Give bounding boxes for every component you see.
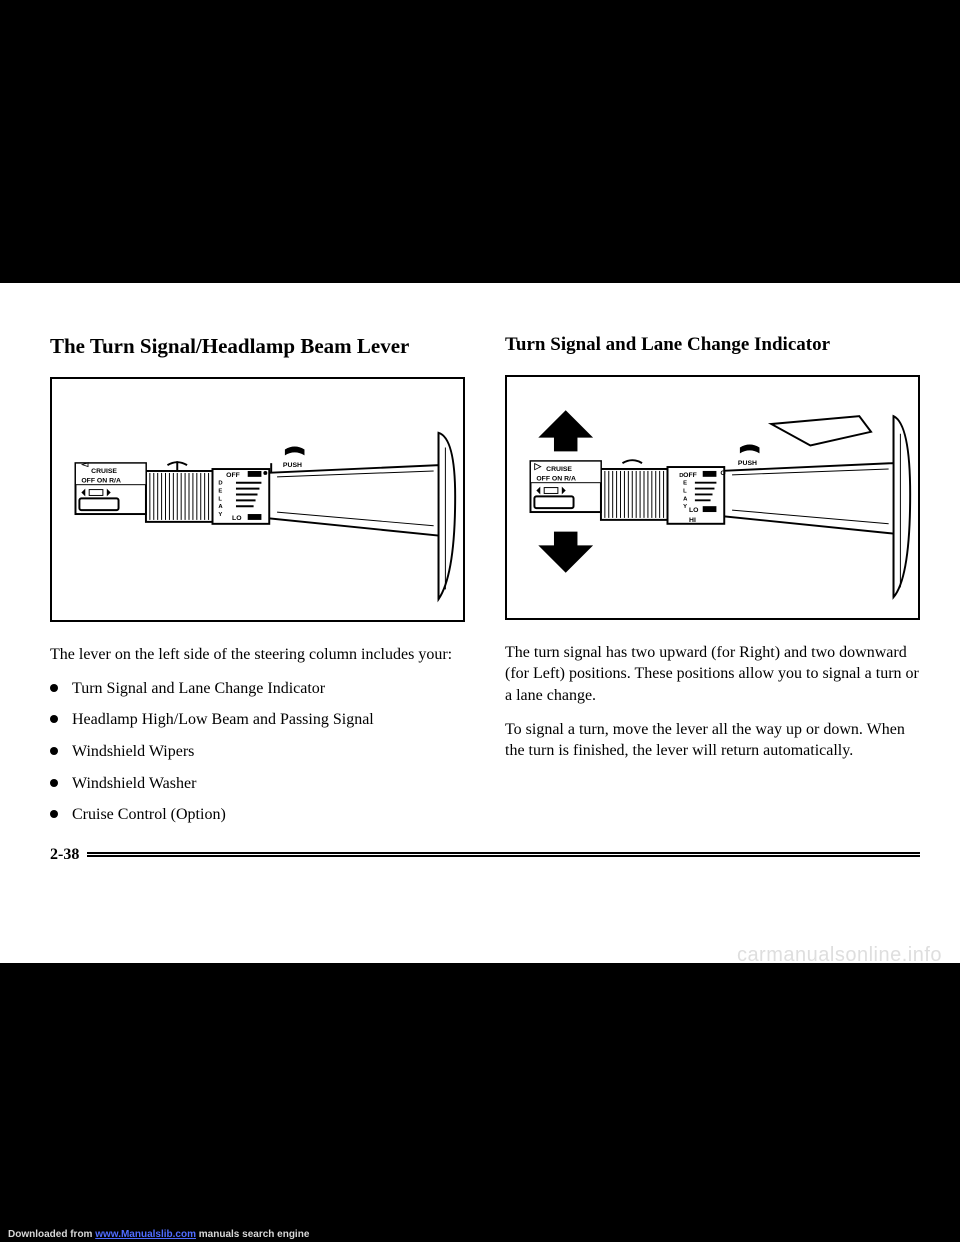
label-push-r: PUSH (738, 460, 757, 467)
left-column: The Turn Signal/Headlamp Beam Lever (50, 333, 465, 836)
list-item: Windshield Wipers (50, 741, 465, 763)
watermark-text: carmanualsonline.info (737, 944, 942, 967)
label-e-r: E (683, 480, 687, 486)
label-hi-r: HI (689, 517, 696, 524)
download-prefix: Downloaded from (8, 1229, 95, 1240)
list-item: Cruise Control (Option) (50, 804, 465, 826)
label-o-r: O (720, 470, 726, 477)
left-intro: The lever on the left side of the steeri… (50, 644, 465, 666)
marker-right: ▷ (533, 461, 542, 471)
page-footer: 2-38 (50, 846, 920, 864)
right-heading: Turn Signal and Lane Change Indicator (505, 333, 920, 357)
download-source-line: Downloaded from www.Manualslib.com manua… (8, 1229, 309, 1240)
figure-lever-plain: OFF D E L A Y LO PUSH (50, 377, 465, 622)
right-column: Turn Signal and Lane Change Indicator (505, 333, 920, 836)
label-push: PUSH (283, 462, 302, 469)
label-l-r: L (683, 488, 687, 494)
lever-diagram-right: OFF D E L A Y LO HI O PUSH (507, 377, 918, 617)
label-offonra: OFF ON R/A (81, 478, 121, 485)
footer-rule (87, 852, 920, 857)
left-bullet-list: Turn Signal and Lane Change Indicator He… (50, 678, 465, 826)
list-item: Windshield Washer (50, 773, 465, 795)
page-number: 2-38 (50, 846, 79, 864)
left-heading: The Turn Signal/Headlamp Beam Lever (50, 333, 465, 359)
download-suffix: manuals search engine (196, 1229, 309, 1240)
manual-page: The Turn Signal/Headlamp Beam Lever (0, 283, 960, 963)
right-para-2: To signal a turn, move the lever all the… (505, 719, 920, 762)
list-item: Headlamp High/Low Beam and Passing Signa… (50, 709, 465, 731)
label-off-r: OFF (683, 472, 697, 479)
right-para-1: The turn signal has two upward (for Righ… (505, 642, 920, 707)
lever-diagram-left: OFF D E L A Y LO PUSH (52, 379, 463, 619)
label-l: L (218, 497, 222, 503)
two-column-layout: The Turn Signal/Headlamp Beam Lever (50, 333, 920, 836)
label-e: E (218, 489, 222, 495)
download-link[interactable]: www.Manualslib.com (95, 1229, 196, 1240)
label-lo: LO (232, 515, 242, 522)
figure-lever-arrows: OFF D E L A Y LO HI O PUSH (505, 375, 920, 620)
label-lo-r: LO (689, 507, 699, 514)
arrow-down-icon (538, 531, 593, 572)
label-cruise-r: CRUISE (546, 466, 572, 473)
marker-left: ◅ (80, 459, 89, 469)
label-y: Y (218, 512, 222, 518)
label-y-r: Y (683, 504, 687, 510)
label-d: D (218, 481, 222, 487)
arrow-up-icon (538, 410, 593, 451)
label-d-r: D (679, 473, 683, 479)
label-cruise: CRUISE (91, 468, 117, 475)
label-off: OFF (226, 472, 240, 479)
list-item: Turn Signal and Lane Change Indicator (50, 678, 465, 700)
label-offonra-r: OFF ON R/A (536, 475, 576, 482)
